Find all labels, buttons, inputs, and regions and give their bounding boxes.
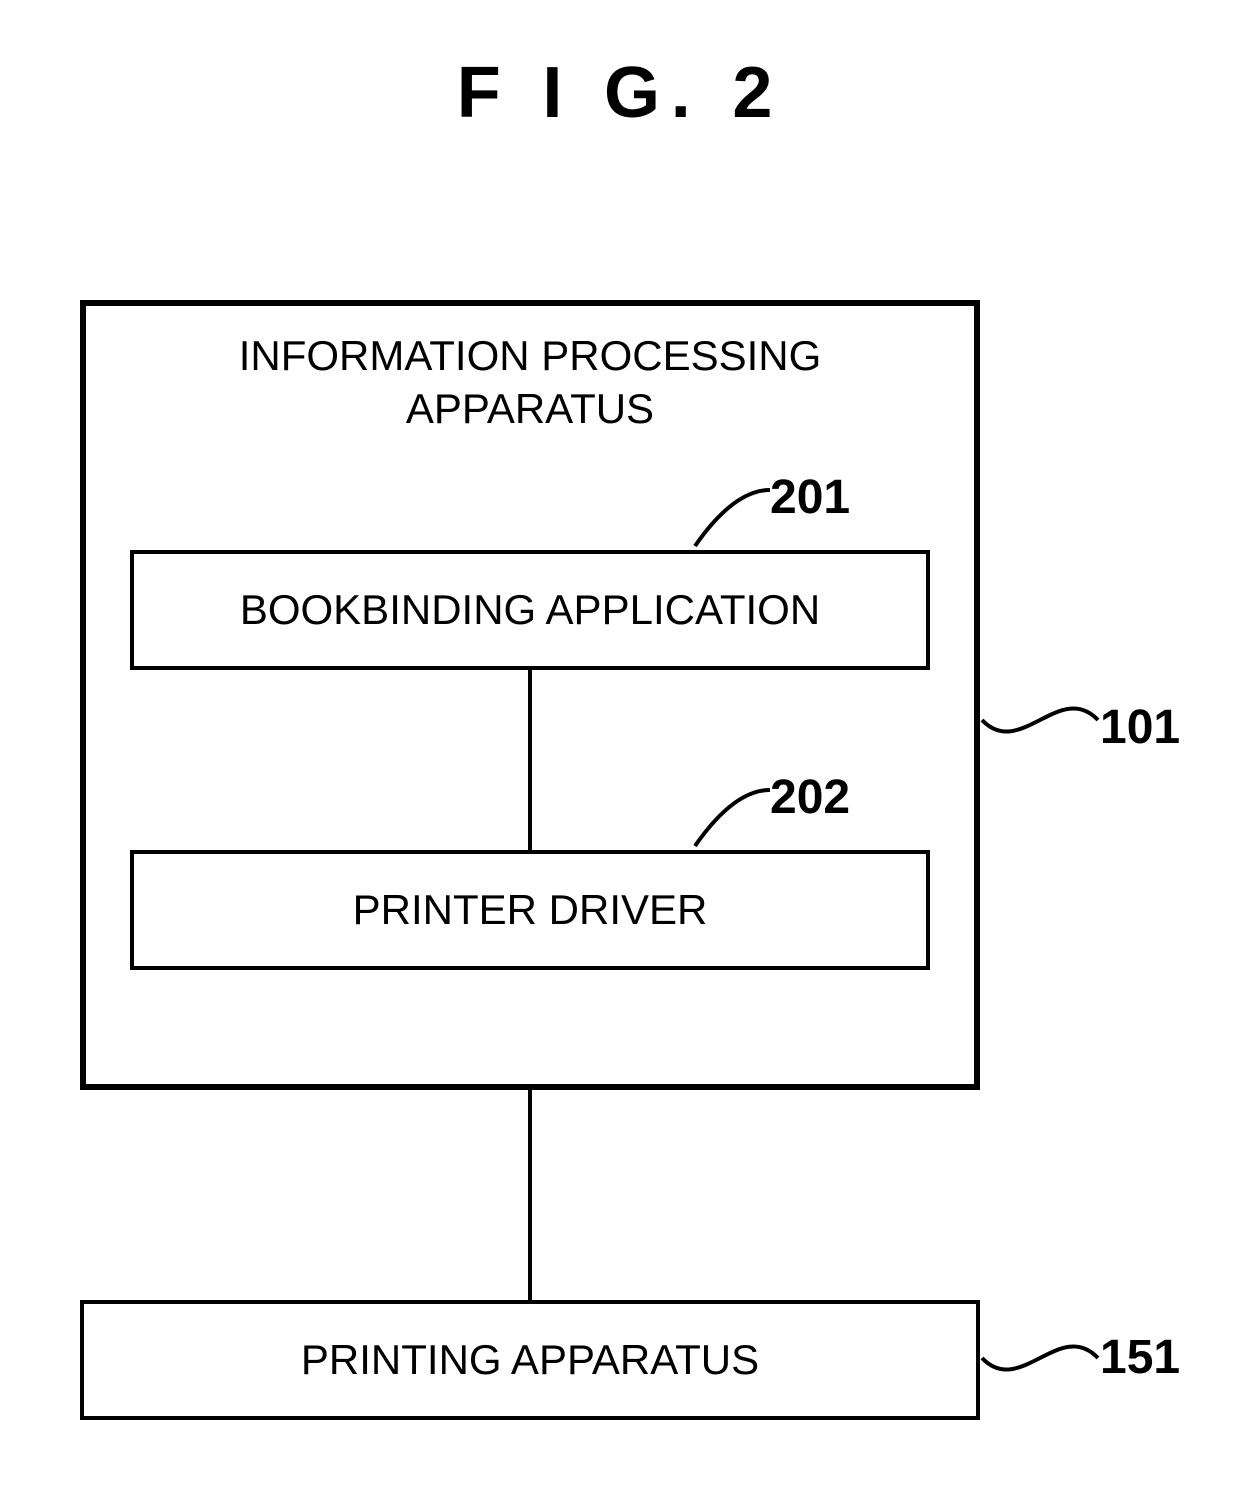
leader-151	[0, 0, 1240, 1488]
leader-151-path	[982, 1346, 1098, 1369]
